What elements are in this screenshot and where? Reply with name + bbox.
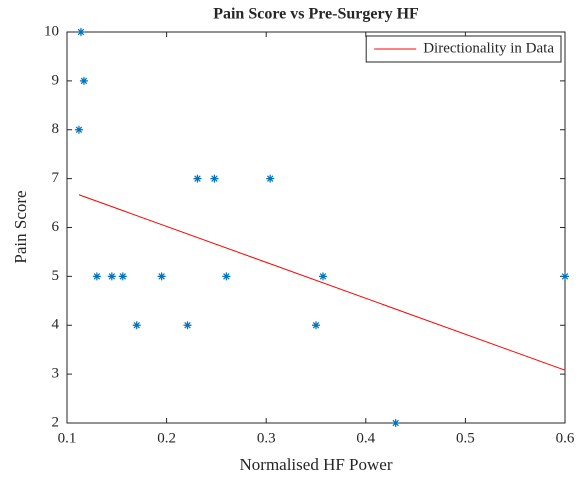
legend: Directionality in Data [365,35,562,63]
scatter-point [222,272,231,281]
y-tick-label: 3 [52,366,60,382]
scatter-point [92,272,101,281]
y-tick-label: 6 [52,219,60,235]
x-tick-label: 0.1 [58,430,77,446]
y-tick-label: 5 [52,268,60,284]
y-tick-label: 4 [52,317,60,333]
x-tick-label: 0.4 [356,430,375,446]
scatter-point [183,321,192,330]
x-tick-label: 0.3 [257,430,276,446]
scatter-point [312,321,320,330]
scatter-point [561,272,569,281]
scatter-point [193,174,202,183]
scatter-point [79,76,88,85]
x-axis-label: Normalised HF Power [240,455,393,474]
y-tick-label: 8 [52,121,60,137]
scatter-point [318,272,327,281]
chart-title: Pain Score vs Pre-Surgery HF [213,6,419,23]
scatter-point [157,272,166,281]
y-tick-label: 2 [52,414,60,430]
y-tick-label: 9 [52,72,60,88]
x-tick-label: 0.6 [556,430,575,446]
scatter-point [391,419,400,427]
scatter-point [132,321,141,330]
y-tick-label: 7 [52,170,60,186]
y-tick-label: 10 [44,23,59,39]
scatter-point [76,28,85,36]
scatter-point [107,272,116,281]
scatter-point [210,174,219,183]
trend-line [78,194,566,371]
scatter-point [74,125,83,134]
y-axis-label: Pain Score [11,190,30,263]
scatter-point [266,174,275,183]
x-tick-label: 0.5 [456,430,475,446]
legend-label: Directionality in Data [423,40,554,56]
plot-area [66,31,566,424]
scatter-point [118,272,127,281]
x-tick-label: 0.2 [157,430,176,446]
